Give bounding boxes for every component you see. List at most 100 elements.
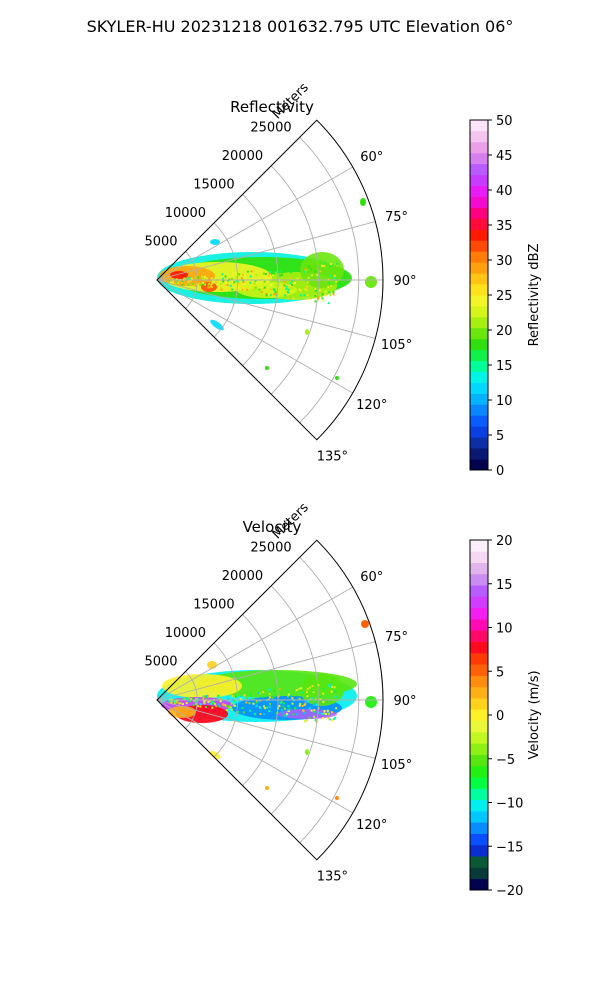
echo-speckle	[277, 695, 280, 698]
echo-speckle	[330, 711, 333, 714]
colorbar-swatch	[470, 459, 488, 471]
echo-speckle	[219, 698, 222, 701]
echo-speckle	[176, 701, 179, 704]
echo-speckle	[229, 284, 232, 287]
range-tick-label: 15000	[193, 597, 234, 612]
echo-blob	[210, 319, 224, 331]
echo-speckle	[299, 294, 302, 297]
colorbar-swatch	[470, 630, 488, 643]
echo-speckle	[304, 268, 307, 271]
echo-speckle	[295, 292, 298, 295]
echo-speckle	[314, 294, 317, 297]
echo-speckle	[289, 290, 292, 293]
echo-speckle	[313, 709, 316, 712]
colorbar-tick-label: 0	[496, 709, 504, 724]
echo-speckle	[174, 280, 176, 283]
echo-speckle	[321, 264, 324, 267]
colorbar-swatch	[470, 833, 488, 846]
echo-blob	[277, 709, 337, 719]
echo-speckle	[211, 700, 214, 703]
echo-speckle	[262, 691, 265, 694]
echo-speckle	[311, 685, 314, 688]
echo-speckle	[211, 706, 214, 709]
echo-speckle	[174, 282, 177, 285]
echo-blob	[168, 706, 196, 718]
colorbar-tick-label: 5	[496, 429, 504, 444]
echo-speckle	[334, 690, 337, 693]
echo-speckle	[308, 707, 311, 710]
echo-speckle	[186, 698, 189, 701]
echo-speckle	[322, 701, 325, 703]
echo-speckle	[271, 295, 274, 298]
echo-speckle	[252, 289, 255, 292]
echo-speckle	[268, 688, 271, 691]
echo-speckle	[259, 699, 262, 702]
colorbar-tick-label: 0	[496, 464, 504, 479]
colorbar-swatch	[470, 305, 488, 318]
azimuth-tick-label: 120°	[356, 818, 387, 833]
velocity-panel: Velocity 500010000150002000025000Meters6…	[144, 500, 542, 899]
echo-speckle	[333, 274, 336, 277]
echo-speckle	[215, 281, 218, 284]
echo-speckle	[300, 687, 303, 690]
colorbar-swatch	[470, 382, 488, 394]
colorbar-swatch	[470, 218, 488, 230]
echo-speckle	[305, 287, 308, 290]
echo-speckle	[197, 283, 200, 286]
echo-blob	[237, 282, 297, 298]
echo-speckle	[298, 288, 301, 291]
echo-speckle	[199, 703, 202, 706]
echo-speckle	[203, 699, 206, 702]
echo-speckle	[327, 302, 330, 305]
sector-frame	[156, 119, 384, 441]
echo-speckle	[303, 288, 306, 291]
echo-speckle	[241, 272, 244, 275]
echo-speckle	[300, 691, 303, 694]
echo-speckle	[224, 275, 227, 278]
echo-speckle	[319, 695, 322, 698]
echo-speckle	[236, 287, 239, 290]
echo-speckle	[252, 698, 255, 701]
echo-speckle	[308, 716, 311, 719]
echo-speckle	[281, 273, 284, 276]
echo-speckle	[186, 283, 189, 286]
colorbar-swatch	[470, 273, 488, 285]
colorbar-tick-label: −15	[496, 840, 523, 855]
colorbar-tick-label: 35	[496, 219, 513, 234]
echo-speckle	[286, 279, 289, 282]
echo-speckle	[181, 283, 184, 286]
echo-speckle	[324, 290, 327, 293]
reflectivity-panel: Reflectivity 500010000150002000025000Met…	[144, 80, 542, 479]
echo-speckle	[210, 286, 213, 288]
echo-speckle	[305, 285, 308, 288]
colorbar-swatch	[470, 709, 488, 722]
echo-speckle	[295, 713, 298, 716]
echo-speckle	[197, 276, 200, 279]
colorbar-swatch	[470, 338, 488, 351]
echo-blob	[335, 796, 339, 800]
echo-speckle	[291, 697, 294, 700]
echo-speckle	[331, 700, 334, 703]
echo-speckle	[275, 271, 278, 274]
azimuth-tick-label: 120°	[356, 398, 387, 413]
colorbar-swatch	[470, 822, 488, 834]
echo-speckle	[268, 693, 271, 696]
echo-speckle	[323, 264, 326, 267]
echo-speckle	[288, 707, 291, 710]
echo-speckle	[246, 697, 248, 700]
range-tick-label: 20000	[222, 149, 263, 164]
echo-speckle	[333, 686, 336, 689]
echo-speckle	[262, 287, 265, 290]
reflectivity-title: Reflectivity	[230, 98, 314, 116]
echo-speckle	[310, 268, 313, 271]
echo-speckle	[262, 272, 265, 275]
echo-speckle	[287, 693, 290, 696]
echo-speckle	[222, 277, 225, 280]
echo-speckle	[286, 708, 289, 711]
echo-speckle	[317, 684, 320, 687]
echo-speckle	[327, 684, 329, 687]
azimuth-tick-label: 105°	[381, 758, 412, 773]
echo-speckle	[290, 283, 293, 286]
echo-speckle	[259, 706, 262, 709]
echo-speckle	[242, 289, 245, 292]
